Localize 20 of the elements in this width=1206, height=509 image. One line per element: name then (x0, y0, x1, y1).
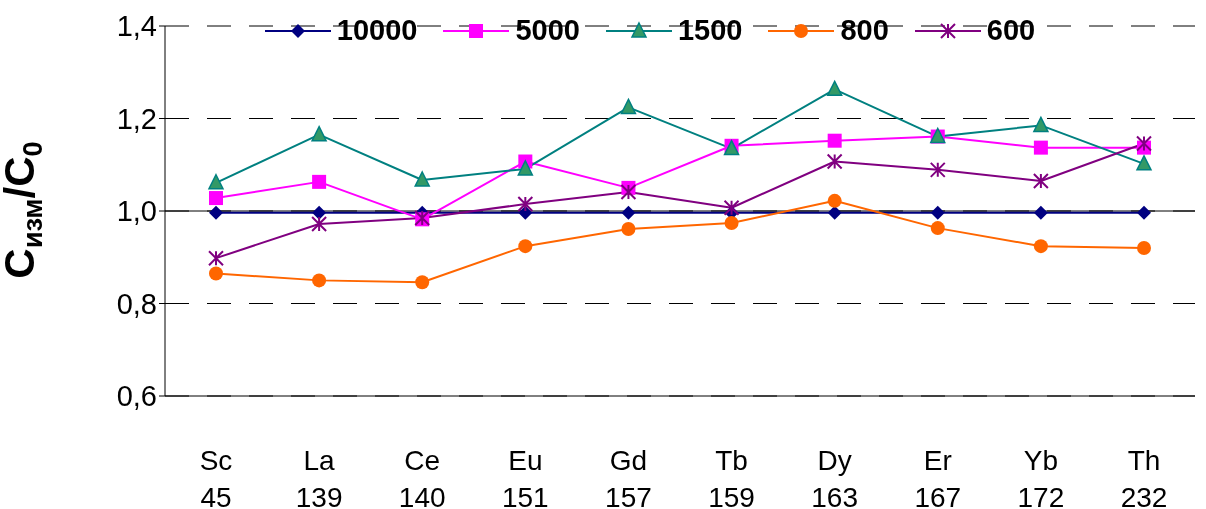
x-tick-label: Dy 163 (811, 445, 859, 509)
y-tick-label: 1,2 (116, 102, 157, 135)
legend-label: 600 (986, 14, 1036, 47)
legend-label: 5000 (515, 14, 580, 47)
x-tick-label: Ce 140 (398, 445, 446, 509)
y-tick-label: 1,0 (116, 195, 157, 228)
legend-label: 10000 (336, 14, 418, 47)
y-tick-label: 1,4 (116, 10, 157, 43)
x-tick-label: Sc 45 (199, 445, 233, 509)
x-tick-label: Th 232 (1120, 445, 1168, 509)
legend-label: 1500 (677, 14, 743, 47)
x-tick-label: Eu 151 (501, 445, 549, 509)
x-tick-label: Yb 172 (1017, 445, 1065, 509)
x-tick-label: La 139 (295, 445, 343, 509)
y-tick-label: 0,8 (116, 287, 157, 320)
x-tick-label: Er 167 (914, 445, 962, 509)
x-tick-label: Gd 157 (605, 445, 652, 509)
legend-label: 800 (840, 14, 889, 47)
x-tick-label: Tb 159 (708, 445, 755, 509)
y-tick-label: 0,6 (116, 380, 157, 413)
